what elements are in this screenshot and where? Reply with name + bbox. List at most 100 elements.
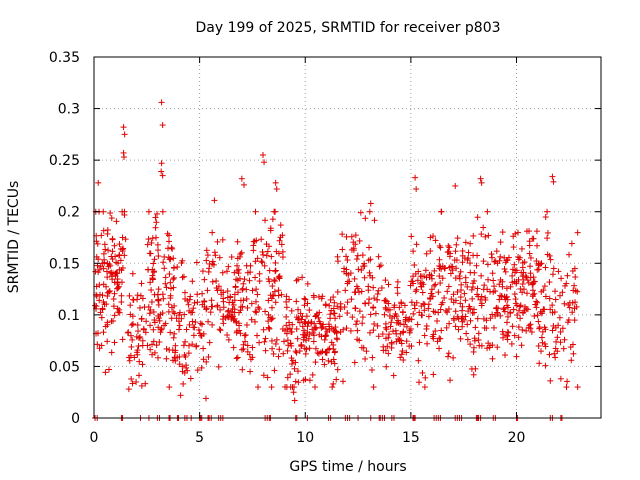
data-point	[557, 339, 564, 346]
data-point	[206, 260, 213, 267]
data-point	[104, 338, 111, 345]
data-point	[351, 359, 358, 366]
data-point	[391, 304, 398, 311]
data-point	[145, 208, 152, 215]
data-point	[194, 367, 201, 374]
data-point	[203, 358, 210, 365]
data-point	[368, 366, 375, 373]
data-point	[261, 159, 268, 166]
data-point	[446, 320, 453, 327]
data-point	[450, 354, 457, 361]
data-point	[426, 271, 433, 278]
data-point	[468, 365, 475, 372]
data-point	[139, 295, 146, 302]
data-point	[151, 316, 158, 323]
data-point	[251, 238, 258, 245]
data-point	[484, 286, 491, 293]
data-point	[134, 292, 141, 299]
data-point	[526, 250, 533, 257]
data-point	[155, 247, 162, 254]
data-point	[171, 274, 178, 281]
data-point	[382, 320, 389, 327]
data-point	[198, 364, 205, 371]
data-point	[150, 269, 157, 276]
data-point	[170, 334, 177, 341]
data-point	[382, 347, 389, 354]
data-point	[225, 307, 232, 314]
data-point	[96, 345, 103, 352]
data-point	[224, 288, 231, 295]
data-point	[144, 342, 151, 349]
data-point	[177, 392, 184, 399]
data-point	[264, 248, 271, 255]
data-point	[170, 276, 177, 283]
data-point	[541, 283, 548, 290]
data-point	[311, 326, 318, 333]
data-point	[165, 238, 172, 245]
data-point	[174, 264, 181, 271]
data-point	[200, 356, 207, 363]
data-point	[377, 262, 384, 269]
data-point	[104, 274, 111, 281]
data-point	[494, 305, 501, 312]
data-point	[515, 324, 522, 331]
data-point	[155, 253, 162, 260]
data-point	[327, 315, 334, 322]
data-point	[488, 251, 495, 258]
data-point	[358, 288, 365, 295]
data-point	[253, 286, 260, 293]
data-point	[451, 257, 458, 264]
data-point	[153, 219, 160, 226]
data-point	[527, 254, 534, 261]
data-point	[386, 331, 393, 338]
data-point	[446, 264, 453, 271]
data-point	[271, 367, 278, 374]
data-point	[564, 378, 571, 385]
data-point	[467, 240, 474, 247]
data-point	[499, 229, 506, 236]
data-point	[252, 308, 259, 315]
data-point	[164, 230, 171, 237]
data-point	[375, 287, 382, 294]
data-point	[217, 287, 224, 294]
data-point	[437, 335, 444, 342]
data-point	[561, 300, 568, 307]
y-tick-labels: 0 0.05 0.1 0.15 0.2 0.25 0.3 0.35	[49, 50, 80, 427]
data-point	[547, 256, 554, 263]
data-point	[287, 371, 294, 378]
data-point	[552, 288, 559, 295]
data-point	[518, 269, 525, 276]
data-point	[370, 304, 377, 311]
data-point	[126, 292, 133, 299]
data-point	[205, 318, 212, 325]
data-point	[136, 358, 143, 365]
data-point	[478, 179, 485, 186]
data-point	[117, 257, 124, 264]
data-point	[182, 338, 189, 345]
data-point	[509, 272, 516, 279]
data-point	[295, 379, 302, 386]
data-point	[477, 296, 484, 303]
data-point	[513, 267, 520, 274]
data-point	[115, 284, 122, 291]
data-point	[384, 343, 391, 350]
y-tick-label: 0.1	[58, 308, 80, 324]
data-point	[470, 252, 477, 259]
data-point	[343, 233, 350, 240]
data-point	[552, 345, 559, 352]
data-point	[193, 259, 200, 266]
data-point	[352, 305, 359, 312]
data-point	[105, 247, 112, 254]
data-point	[269, 283, 276, 290]
data-point	[413, 241, 420, 248]
data-point	[158, 325, 165, 332]
data-point	[362, 215, 369, 222]
data-point	[102, 369, 109, 376]
data-point	[542, 293, 549, 300]
data-point	[491, 258, 498, 265]
data-point	[552, 324, 559, 331]
data-point	[99, 292, 106, 299]
data-point	[557, 328, 564, 335]
data-point	[233, 355, 240, 362]
data-point	[271, 288, 278, 295]
